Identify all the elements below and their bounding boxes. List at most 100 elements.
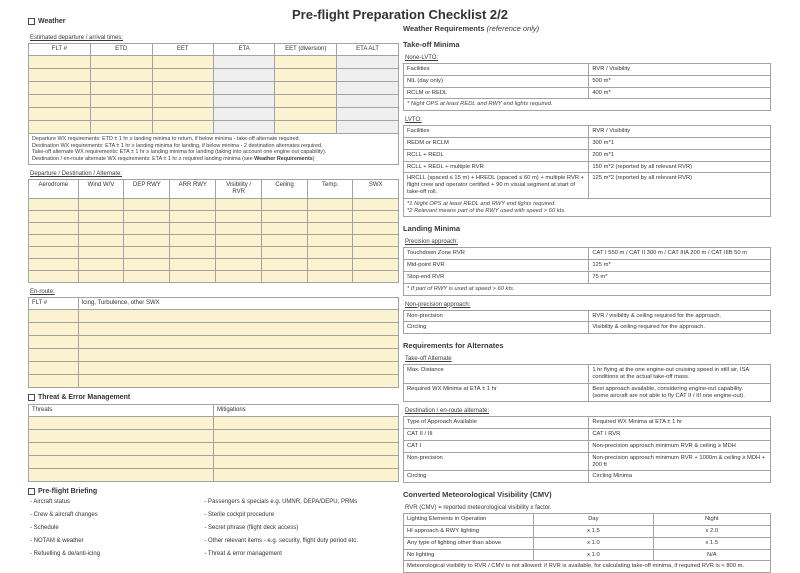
- input-cell[interactable]: [261, 258, 308, 272]
- input-cell[interactable]: [169, 234, 217, 248]
- input-cell[interactable]: [28, 429, 214, 444]
- input-cell[interactable]: [77, 258, 125, 272]
- input-cell[interactable]: [28, 348, 79, 363]
- input-cell[interactable]: [215, 270, 263, 284]
- input-cell[interactable]: [215, 234, 263, 248]
- input-cell[interactable]: [28, 258, 79, 272]
- input-cell[interactable]: [306, 270, 354, 284]
- input-cell[interactable]: [28, 322, 79, 337]
- input-cell[interactable]: [123, 198, 171, 212]
- input-cell[interactable]: [169, 222, 217, 236]
- input-cell[interactable]: [352, 210, 399, 224]
- input-cell[interactable]: [28, 55, 91, 69]
- input-cell[interactable]: [28, 120, 91, 134]
- input-cell[interactable]: [306, 246, 354, 260]
- input-cell[interactable]: [306, 222, 354, 236]
- input-cell[interactable]: [151, 81, 214, 95]
- input-cell[interactable]: [89, 94, 153, 108]
- input-cell[interactable]: [123, 270, 171, 284]
- input-cell[interactable]: [261, 246, 308, 260]
- input-cell[interactable]: [151, 68, 214, 82]
- input-cell[interactable]: [213, 429, 399, 444]
- input-cell[interactable]: [151, 120, 214, 134]
- input-cell[interactable]: [336, 120, 399, 134]
- input-cell[interactable]: [28, 222, 79, 236]
- input-cell[interactable]: [261, 210, 308, 224]
- input-cell[interactable]: [169, 246, 217, 260]
- input-cell[interactable]: [261, 234, 308, 248]
- input-cell[interactable]: [77, 198, 125, 212]
- input-cell[interactable]: [306, 198, 354, 212]
- input-cell[interactable]: [261, 222, 308, 236]
- input-cell[interactable]: [352, 222, 399, 236]
- input-cell[interactable]: [28, 416, 214, 431]
- input-cell[interactable]: [274, 107, 338, 121]
- input-cell[interactable]: [352, 234, 399, 248]
- input-cell[interactable]: [274, 68, 338, 82]
- checkbox-icon[interactable]: [28, 488, 35, 496]
- input-cell[interactable]: [215, 222, 263, 236]
- input-cell[interactable]: [89, 120, 153, 134]
- input-cell[interactable]: [212, 55, 276, 69]
- checkbox-icon[interactable]: [28, 394, 35, 402]
- input-cell[interactable]: [336, 107, 399, 121]
- input-cell[interactable]: [212, 120, 276, 134]
- input-cell[interactable]: [151, 94, 214, 108]
- input-cell[interactable]: [77, 246, 125, 260]
- input-cell[interactable]: [28, 246, 79, 260]
- input-cell[interactable]: [151, 55, 214, 69]
- checkbox-icon[interactable]: [28, 18, 35, 25]
- input-cell[interactable]: [274, 94, 338, 108]
- input-cell[interactable]: [306, 210, 354, 224]
- input-cell[interactable]: [352, 198, 399, 212]
- input-cell[interactable]: [28, 455, 214, 470]
- input-cell[interactable]: [274, 55, 338, 69]
- input-cell[interactable]: [28, 81, 91, 95]
- input-cell[interactable]: [212, 107, 276, 121]
- input-cell[interactable]: [28, 210, 79, 224]
- input-cell[interactable]: [306, 258, 354, 272]
- input-cell[interactable]: [261, 198, 308, 212]
- input-cell[interactable]: [169, 258, 217, 272]
- input-cell[interactable]: [215, 258, 263, 272]
- input-cell[interactable]: [77, 210, 125, 224]
- input-cell[interactable]: [215, 210, 263, 224]
- input-cell[interactable]: [77, 348, 400, 363]
- input-cell[interactable]: [151, 107, 214, 121]
- input-cell[interactable]: [77, 361, 400, 376]
- input-cell[interactable]: [213, 455, 399, 470]
- input-cell[interactable]: [123, 210, 171, 224]
- input-cell[interactable]: [352, 246, 399, 260]
- input-cell[interactable]: [306, 234, 354, 248]
- input-cell[interactable]: [123, 222, 171, 236]
- input-cell[interactable]: [77, 309, 400, 324]
- input-cell[interactable]: [28, 68, 91, 82]
- input-cell[interactable]: [77, 322, 400, 337]
- input-cell[interactable]: [123, 234, 171, 248]
- input-cell[interactable]: [212, 94, 276, 108]
- input-cell[interactable]: [123, 258, 171, 272]
- input-cell[interactable]: [123, 246, 171, 260]
- input-cell[interactable]: [336, 55, 399, 69]
- input-cell[interactable]: [77, 234, 125, 248]
- input-cell[interactable]: [28, 374, 79, 389]
- input-cell[interactable]: [77, 222, 125, 236]
- input-cell[interactable]: [274, 120, 338, 134]
- input-cell[interactable]: [336, 94, 399, 108]
- input-cell[interactable]: [77, 270, 125, 284]
- input-cell[interactable]: [28, 468, 214, 483]
- input-cell[interactable]: [169, 270, 217, 284]
- input-cell[interactable]: [212, 81, 276, 95]
- input-cell[interactable]: [28, 107, 91, 121]
- input-cell[interactable]: [28, 309, 79, 324]
- input-cell[interactable]: [215, 198, 263, 212]
- input-cell[interactable]: [28, 361, 79, 376]
- input-cell[interactable]: [77, 374, 400, 389]
- input-cell[interactable]: [213, 442, 399, 457]
- input-cell[interactable]: [28, 234, 79, 248]
- input-cell[interactable]: [213, 468, 399, 483]
- input-cell[interactable]: [169, 198, 217, 212]
- input-cell[interactable]: [28, 94, 91, 108]
- input-cell[interactable]: [89, 81, 153, 95]
- input-cell[interactable]: [212, 68, 276, 82]
